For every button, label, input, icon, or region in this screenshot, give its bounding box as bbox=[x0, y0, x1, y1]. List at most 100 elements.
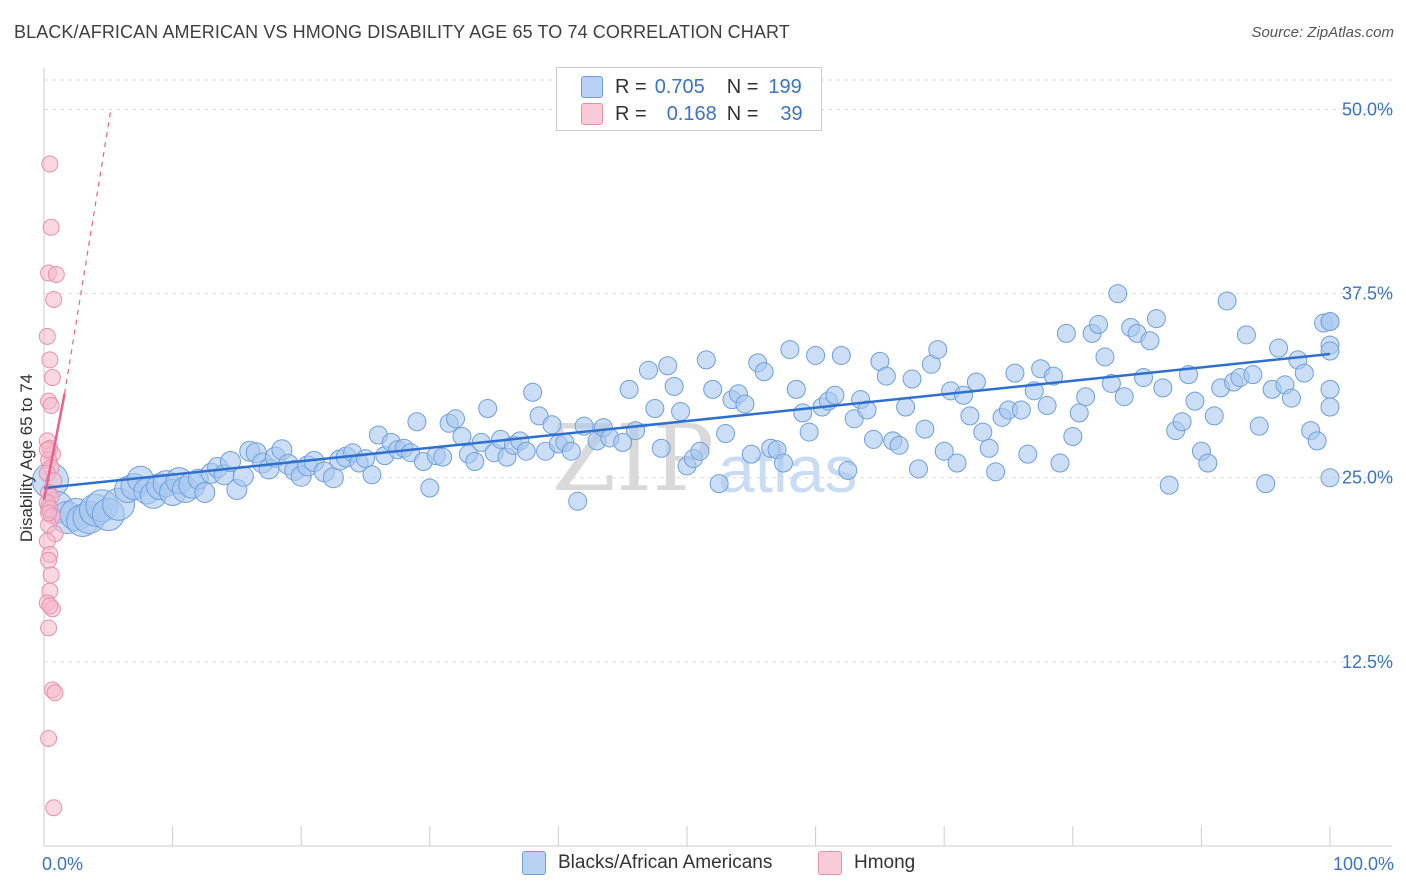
data-point-blacks bbox=[465, 452, 485, 472]
data-point-blacks bbox=[1185, 391, 1205, 411]
data-point-blacks bbox=[1204, 406, 1224, 426]
y-tick-label: 25.0% bbox=[1342, 468, 1393, 488]
data-point-blacks bbox=[651, 438, 671, 458]
data-point-blacks bbox=[542, 415, 562, 435]
data-point-hmong bbox=[42, 566, 60, 584]
legend-n-value: 199 bbox=[768, 75, 802, 98]
legend-row-blacks: R = 0.705 N = 199 bbox=[581, 75, 802, 99]
data-point-blacks bbox=[1236, 325, 1256, 345]
data-point-blacks bbox=[735, 394, 755, 414]
legend-r-label: R = bbox=[615, 75, 647, 98]
data-point-blacks bbox=[523, 382, 543, 402]
data-point-blacks bbox=[1114, 387, 1134, 407]
data-point-blacks bbox=[889, 435, 909, 455]
tick-labels: 12.5% 25.0% 37.5% 50.0% 0.0% 100.0% bbox=[42, 99, 1394, 874]
legend-swatch-blue bbox=[581, 76, 603, 98]
data-point-blacks bbox=[703, 379, 723, 399]
data-point-hmong bbox=[40, 619, 58, 637]
data-point-blacks bbox=[1243, 365, 1263, 385]
data-point-blacks bbox=[915, 419, 935, 439]
data-point-blacks bbox=[1320, 468, 1340, 488]
data-point-hmong bbox=[38, 327, 56, 345]
data-point-blacks bbox=[1172, 412, 1192, 432]
data-point-blacks bbox=[638, 360, 658, 380]
data-point-blacks bbox=[908, 459, 928, 479]
legend-r-value: 0.168 bbox=[666, 102, 717, 125]
data-point-blacks bbox=[793, 403, 813, 423]
data-point-blacks bbox=[690, 441, 710, 461]
data-point-blacks bbox=[960, 406, 980, 426]
data-point-blacks bbox=[709, 474, 729, 494]
data-point-hmong bbox=[45, 799, 63, 817]
data-point-blacks bbox=[1089, 315, 1109, 335]
legend-row-hmong: R = 0.168 N = 39 bbox=[581, 102, 803, 126]
data-point-blacks bbox=[420, 478, 440, 498]
legend-r-value: 0.705 bbox=[654, 75, 705, 98]
data-point-blacks bbox=[1134, 368, 1154, 388]
data-point-blacks bbox=[1056, 323, 1076, 343]
data-point-blacks bbox=[1320, 312, 1340, 332]
data-point-blacks bbox=[664, 376, 684, 396]
data-point-blacks bbox=[1108, 284, 1128, 304]
data-point-hmong bbox=[42, 218, 60, 236]
data-point-blacks bbox=[947, 453, 967, 473]
data-point-blacks bbox=[896, 397, 916, 417]
data-point-blacks bbox=[1101, 373, 1121, 393]
data-point-blacks bbox=[1095, 347, 1115, 367]
data-point-blacks bbox=[561, 441, 581, 461]
data-point-blacks bbox=[786, 379, 806, 399]
data-point-blacks bbox=[568, 491, 588, 511]
x-tick-label: 100.0% bbox=[1333, 854, 1394, 874]
series-hmong-points bbox=[38, 155, 65, 817]
data-point-blacks bbox=[1005, 363, 1025, 383]
data-point-blacks bbox=[671, 401, 691, 421]
data-point-blacks bbox=[658, 356, 678, 376]
data-point-hmong bbox=[40, 729, 58, 747]
data-point-blacks bbox=[1320, 397, 1340, 417]
data-point-blacks bbox=[716, 424, 736, 444]
data-point-blacks bbox=[1256, 474, 1276, 494]
data-point-blacks bbox=[1044, 366, 1064, 386]
y-tick-label: 37.5% bbox=[1342, 284, 1393, 304]
data-point-blacks bbox=[1146, 309, 1166, 329]
data-point-blacks bbox=[838, 460, 858, 480]
trend-line-hmong bbox=[42, 393, 66, 501]
legend-n-value: 39 bbox=[780, 102, 803, 125]
data-point-blacks bbox=[516, 441, 536, 461]
data-point-blacks bbox=[322, 467, 344, 489]
data-point-blacks bbox=[1320, 379, 1340, 399]
data-point-hmong bbox=[40, 504, 58, 522]
data-point-blacks bbox=[780, 340, 800, 360]
data-point-blacks bbox=[1069, 403, 1089, 423]
data-point-hmong bbox=[40, 551, 58, 569]
legend-swatch-pink bbox=[818, 851, 842, 875]
data-point-blacks bbox=[356, 449, 375, 469]
trend-line-blacks bbox=[43, 352, 1331, 490]
data-point-blacks bbox=[825, 385, 845, 405]
data-point-blacks bbox=[433, 447, 453, 467]
legend-swatch-blue bbox=[522, 851, 546, 875]
data-point-blacks bbox=[1249, 416, 1269, 436]
source-credit: Source: ZipAtlas.com bbox=[1251, 24, 1394, 41]
data-point-blacks bbox=[754, 362, 774, 382]
data-point-blacks bbox=[362, 465, 382, 485]
data-point-blacks bbox=[1011, 400, 1031, 420]
data-point-blacks bbox=[1294, 363, 1314, 383]
data-point-blacks bbox=[857, 400, 877, 420]
data-point-blacks bbox=[1198, 453, 1218, 473]
data-point-blacks bbox=[928, 340, 948, 360]
data-point-blacks bbox=[806, 345, 826, 365]
data-point-blacks bbox=[407, 412, 427, 432]
legend-n-label: N = bbox=[726, 102, 759, 125]
legend-r-label: R = bbox=[615, 102, 647, 125]
data-point-blacks bbox=[1159, 475, 1179, 495]
data-point-blacks bbox=[973, 422, 993, 442]
data-point-blacks bbox=[953, 385, 973, 405]
y-tick-label: 50.0% bbox=[1342, 99, 1393, 119]
data-point-blacks bbox=[799, 422, 819, 442]
data-point-blacks bbox=[831, 345, 851, 365]
series-blacks-points bbox=[31, 284, 1340, 537]
data-point-blacks bbox=[863, 429, 883, 449]
legend-label-blacks: Blacks/African Americans bbox=[558, 852, 773, 873]
